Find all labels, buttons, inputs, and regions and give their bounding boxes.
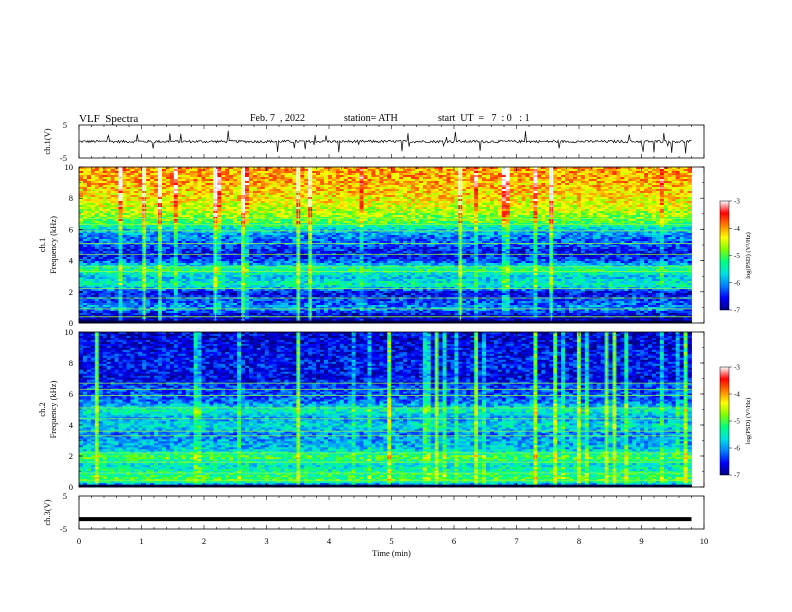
ch1-spectrogram-cells [79, 167, 692, 323]
ch1-waveform-trace [79, 131, 692, 154]
panels [79, 131, 692, 519]
